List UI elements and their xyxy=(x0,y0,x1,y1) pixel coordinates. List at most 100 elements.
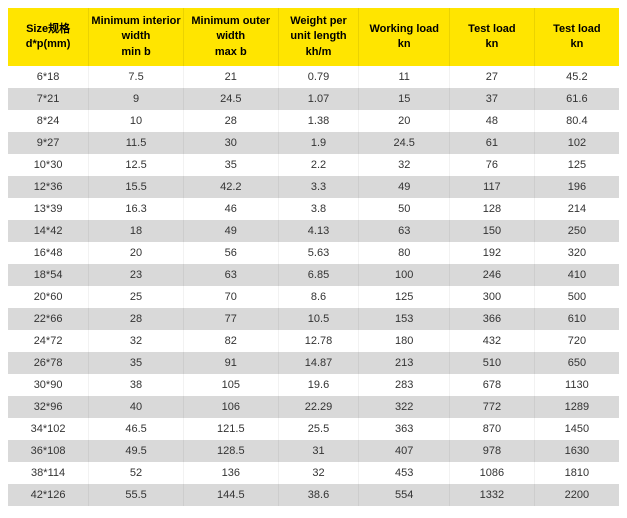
cell: 46.5 xyxy=(89,418,184,440)
col-header-line2: d*p(mm) xyxy=(10,37,86,52)
col-header-line2: min b xyxy=(91,45,181,60)
cell: 720 xyxy=(534,330,619,352)
cell: 18 xyxy=(89,220,184,242)
cell: 63 xyxy=(183,264,278,286)
cell: 18*54 xyxy=(8,264,89,286)
cell: 554 xyxy=(359,484,450,506)
cell: 40 xyxy=(89,396,184,418)
cell: 7*21 xyxy=(8,88,89,110)
cell: 12.78 xyxy=(278,330,359,352)
cell: 5.63 xyxy=(278,242,359,264)
col-header-line1: Test load xyxy=(452,22,532,37)
cell: 8*24 xyxy=(8,110,89,132)
cell: 46 xyxy=(183,198,278,220)
col-header-2: Minimum outer widthmax b xyxy=(183,8,278,66)
cell: 35 xyxy=(183,154,278,176)
cell: 121.5 xyxy=(183,418,278,440)
cell: 8.6 xyxy=(278,286,359,308)
cell: 500 xyxy=(534,286,619,308)
cell: 100 xyxy=(359,264,450,286)
cell: 49.5 xyxy=(89,440,184,462)
cell: 19.6 xyxy=(278,374,359,396)
cell: 0.79 xyxy=(278,66,359,88)
cell: 153 xyxy=(359,308,450,330)
cell: 9 xyxy=(89,88,184,110)
cell: 1086 xyxy=(450,462,535,484)
table-row: 12*3615.542.23.349117196 xyxy=(8,176,619,198)
cell: 2.2 xyxy=(278,154,359,176)
cell: 610 xyxy=(534,308,619,330)
cell: 128 xyxy=(450,198,535,220)
table-row: 13*3916.3463.850128214 xyxy=(8,198,619,220)
cell: 1289 xyxy=(534,396,619,418)
cell: 14*42 xyxy=(8,220,89,242)
table-row: 9*2711.5301.924.561102 xyxy=(8,132,619,154)
cell: 250 xyxy=(534,220,619,242)
cell: 15.5 xyxy=(89,176,184,198)
cell: 34*102 xyxy=(8,418,89,440)
cell: 2200 xyxy=(534,484,619,506)
cell: 363 xyxy=(359,418,450,440)
table-head: Size规格d*p(mm)Minimum interior widthmin b… xyxy=(8,8,619,66)
table-row: 8*2410281.38204880.4 xyxy=(8,110,619,132)
cell: 102 xyxy=(534,132,619,154)
table-row: 22*66287710.5153366610 xyxy=(8,308,619,330)
cell: 9*27 xyxy=(8,132,89,154)
cell: 870 xyxy=(450,418,535,440)
col-header-line2: kh/m xyxy=(281,45,357,60)
cell: 31 xyxy=(278,440,359,462)
cell: 180 xyxy=(359,330,450,352)
cell: 26*78 xyxy=(8,352,89,374)
cell: 6*18 xyxy=(8,66,89,88)
col-header-4: Working loadkn xyxy=(359,8,450,66)
cell: 106 xyxy=(183,396,278,418)
cell: 214 xyxy=(534,198,619,220)
cell: 14.87 xyxy=(278,352,359,374)
table-row: 38*114521363245310861810 xyxy=(8,462,619,484)
cell: 128.5 xyxy=(183,440,278,462)
cell: 38*114 xyxy=(8,462,89,484)
cell: 283 xyxy=(359,374,450,396)
table-row: 7*21924.51.07153761.6 xyxy=(8,88,619,110)
cell: 15 xyxy=(359,88,450,110)
cell: 23 xyxy=(89,264,184,286)
cell: 25 xyxy=(89,286,184,308)
col-header-3: Weight per unit lengthkh/m xyxy=(278,8,359,66)
cell: 24.5 xyxy=(183,88,278,110)
cell: 320 xyxy=(534,242,619,264)
cell: 28 xyxy=(89,308,184,330)
cell: 63 xyxy=(359,220,450,242)
cell: 21 xyxy=(183,66,278,88)
cell: 25.5 xyxy=(278,418,359,440)
cell: 24*72 xyxy=(8,330,89,352)
cell: 20 xyxy=(359,110,450,132)
cell: 77 xyxy=(183,308,278,330)
header-row: Size规格d*p(mm)Minimum interior widthmin b… xyxy=(8,8,619,66)
cell: 1332 xyxy=(450,484,535,506)
cell: 144.5 xyxy=(183,484,278,506)
cell: 13*39 xyxy=(8,198,89,220)
cell: 12*36 xyxy=(8,176,89,198)
col-header-line1: Size规格 xyxy=(10,22,86,37)
cell: 10.5 xyxy=(278,308,359,330)
col-header-line2: max b xyxy=(186,45,276,60)
col-header-1: Minimum interior widthmin b xyxy=(89,8,184,66)
cell: 30 xyxy=(183,132,278,154)
cell: 1630 xyxy=(534,440,619,462)
col-header-0: Size规格d*p(mm) xyxy=(8,8,89,66)
cell: 1810 xyxy=(534,462,619,484)
table-row: 10*3012.5352.23276125 xyxy=(8,154,619,176)
table-row: 18*5423636.85100246410 xyxy=(8,264,619,286)
cell: 432 xyxy=(450,330,535,352)
table-row: 6*187.5210.79112745.2 xyxy=(8,66,619,88)
cell: 45.2 xyxy=(534,66,619,88)
cell: 136 xyxy=(183,462,278,484)
cell: 42*126 xyxy=(8,484,89,506)
col-header-6: Test loadkn xyxy=(534,8,619,66)
cell: 117 xyxy=(450,176,535,198)
cell: 11.5 xyxy=(89,132,184,154)
col-header-line1: Minimum interior width xyxy=(91,14,181,45)
cell: 22.29 xyxy=(278,396,359,418)
cell: 80.4 xyxy=(534,110,619,132)
cell: 678 xyxy=(450,374,535,396)
